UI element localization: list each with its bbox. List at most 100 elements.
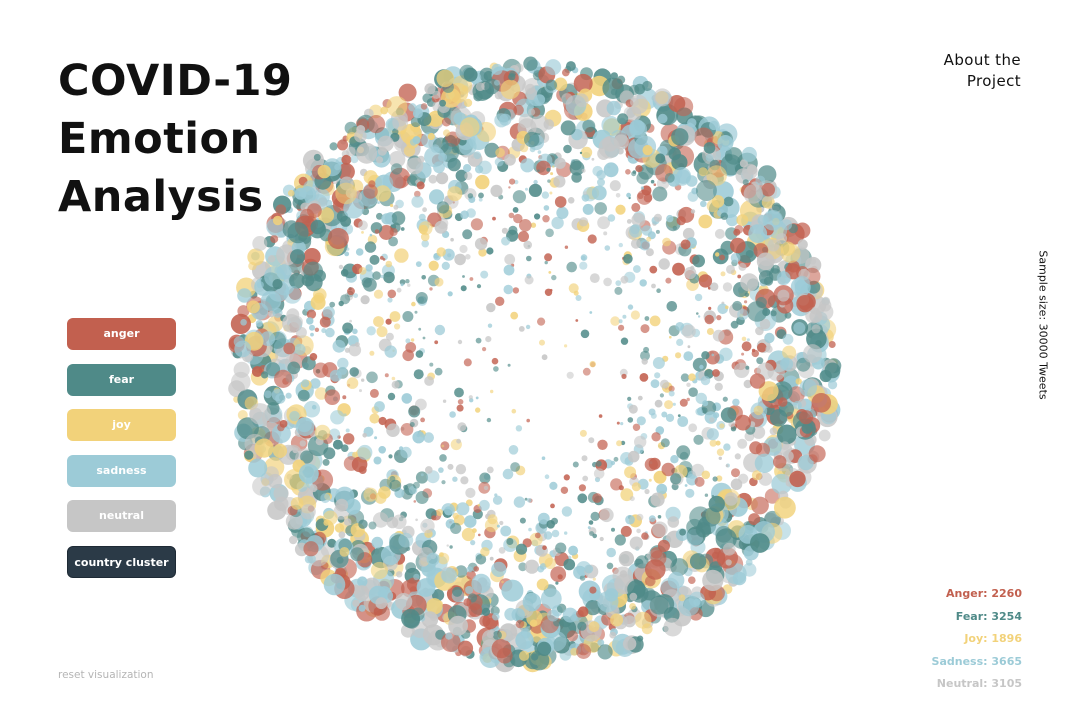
tweet-bubble <box>578 217 589 227</box>
tweet-bubble <box>621 373 627 379</box>
tweet-bubble <box>479 67 495 83</box>
tweet-bubble <box>301 379 310 388</box>
tweet-bubble <box>335 182 357 205</box>
tweet-bubble <box>550 566 567 583</box>
reset-visualization-link[interactable]: reset visualization <box>58 669 154 681</box>
tweet-bubble <box>650 492 665 507</box>
tweet-bubble <box>468 395 473 400</box>
tweet-bubble <box>494 157 504 167</box>
tweet-bubble <box>679 398 688 407</box>
tweet-bubble <box>746 338 750 342</box>
tweet-bubble <box>528 527 532 532</box>
tweet-bubble <box>306 317 314 325</box>
tweet-bubble <box>654 372 661 379</box>
tweet-bubble <box>443 129 451 137</box>
tweet-bubble <box>491 63 503 75</box>
tweet-bubble <box>363 277 377 292</box>
tweet-bubble <box>628 404 638 414</box>
tweet-bubble <box>618 551 635 567</box>
tweet-bubble <box>717 135 734 151</box>
tweet-bubble <box>486 466 494 474</box>
tweet-bubble <box>574 93 589 108</box>
tweet-bubble <box>408 405 421 418</box>
tweet-bubble <box>426 598 443 615</box>
tweet-bubble <box>584 564 594 574</box>
tweet-bubble <box>401 393 413 404</box>
fear-filter-button[interactable]: fear <box>67 363 176 396</box>
tweet-bubble <box>648 515 656 522</box>
tweet-bubble <box>377 135 394 152</box>
tweet-bubble <box>741 336 747 342</box>
tweet-bubble <box>566 261 577 273</box>
tweet-bubble <box>667 571 685 589</box>
tweet-bubble <box>635 555 649 569</box>
tweet-bubble <box>719 254 725 261</box>
tweet-bubble <box>511 408 517 414</box>
tweet-bubble <box>754 453 775 473</box>
neutral-filter-button[interactable]: neutral <box>67 500 176 532</box>
sample-size-label: Sample size: 30000 Tweets <box>1036 250 1050 400</box>
tweet-bubble <box>652 357 665 369</box>
tweet-bubble <box>575 319 579 322</box>
tweet-bubble <box>676 169 691 184</box>
tweet-bubble <box>541 191 550 199</box>
tweet-bubble <box>688 591 705 608</box>
tweet-bubble <box>657 113 668 124</box>
tweet-bubble <box>686 397 690 402</box>
tweet-bubble <box>388 236 398 247</box>
tweet-bubble <box>330 410 345 425</box>
tweet-bubble <box>676 338 684 346</box>
tweet-bubble <box>701 351 710 360</box>
anger-filter-button[interactable]: anger <box>67 318 176 350</box>
sadness-filter-button[interactable]: sadness <box>67 454 176 487</box>
tweet-bubble <box>495 147 505 158</box>
tweet-bubble <box>437 552 450 565</box>
title-line-3: Analysis <box>58 172 264 222</box>
tweet-bubble <box>587 234 597 244</box>
tweet-bubble <box>552 165 555 168</box>
tweet-bubble <box>571 172 582 183</box>
tweet-bubble <box>694 293 703 302</box>
tweet-bubble <box>544 557 556 569</box>
tweet-bubble <box>592 493 602 503</box>
tweet-bubble <box>371 536 384 549</box>
tweet-bubble <box>537 169 540 172</box>
tweet-bubble <box>379 256 384 260</box>
tweet-bubble <box>582 187 598 202</box>
tweet-bubble <box>337 357 349 370</box>
tweet-bubble <box>635 165 643 173</box>
tweet-bubble <box>653 88 672 107</box>
tweet-bubble <box>745 365 750 370</box>
about-project-link[interactable]: About the Project <box>944 50 1021 92</box>
tweet-bubble <box>661 462 675 477</box>
tweet-bubble <box>463 358 472 367</box>
tweet-bubble <box>665 413 675 422</box>
tweet-bubble <box>244 450 254 460</box>
tweet-bubble <box>578 484 586 492</box>
tweet-bubble <box>648 457 661 470</box>
tweet-bubble <box>712 369 720 377</box>
tweet-bubble <box>273 485 289 501</box>
country-cluster-button[interactable]: country cluster <box>67 545 176 578</box>
tweet-bubble <box>637 395 643 401</box>
tweet-bubble <box>564 531 568 535</box>
tweet-bubble <box>494 79 500 86</box>
tweet-bubble <box>412 108 423 119</box>
tweet-bubble <box>642 145 653 156</box>
tweet-bubble <box>512 190 526 204</box>
emotion-bubble-sphere[interactable] <box>222 48 846 678</box>
tweet-bubble <box>332 439 343 450</box>
tweet-bubble <box>415 350 424 358</box>
tweet-bubble <box>604 245 611 251</box>
tweet-bubble <box>345 498 361 515</box>
tweet-bubble <box>450 237 454 242</box>
tweet-bubble <box>518 326 525 332</box>
joy-filter-button[interactable]: joy <box>67 409 176 441</box>
tweet-bubble <box>386 96 408 118</box>
tweet-bubble <box>473 151 482 160</box>
tweet-bubble <box>771 202 782 212</box>
tweet-bubble <box>514 63 524 73</box>
tweet-bubble <box>460 285 467 292</box>
tweet-bubble <box>715 525 733 543</box>
tweet-bubble <box>300 450 314 464</box>
